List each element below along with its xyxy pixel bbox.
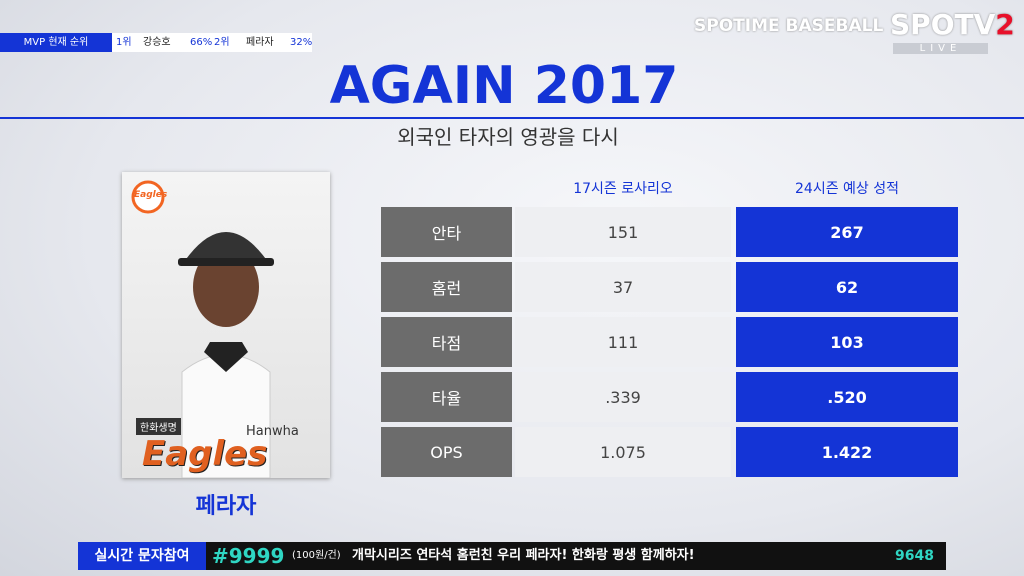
projected-value: 103 <box>736 317 958 367</box>
mvp-label: MVP 현재 순위 <box>0 33 112 52</box>
subtitle: 외국인 타자의 영광을 다시 <box>397 125 619 149</box>
mvp-name: 강승호 <box>143 37 171 48</box>
row-label: 타율 <box>381 372 512 422</box>
rosario-value: 1.075 <box>515 427 731 477</box>
rosario-value: 37 <box>515 262 731 312</box>
row-label: 타점 <box>381 317 512 367</box>
sms-count: 9648 <box>895 548 934 564</box>
row-label: 홈런 <box>381 262 512 312</box>
divider <box>0 117 1024 119</box>
mvp-name: 페라자 <box>246 37 274 48</box>
player-name: 페라자 <box>195 494 257 519</box>
player-card: Eagles 한화생명 Hanwha Eagles <box>122 172 330 479</box>
title: AGAIN 2017 <box>0 56 1024 116</box>
channel-name: SPOTV <box>890 8 996 41</box>
rosario-value: 111 <box>515 317 731 367</box>
row-label: 안타 <box>381 207 512 257</box>
sms-number: #9999 <box>212 544 285 568</box>
bottom-bar <box>78 542 946 570</box>
sms-price: (100원/건) <box>292 550 341 561</box>
team-logo: Eagles <box>142 434 268 474</box>
mvp-pct: 66% <box>190 37 213 48</box>
rank: 1위 <box>116 37 132 48</box>
program-name: SPOTIME BASEBALL <box>694 16 884 36</box>
projected-value: 1.422 <box>736 427 958 477</box>
rosario-value: .339 <box>515 372 731 422</box>
sponsor: 한화생명 <box>136 418 181 435</box>
projected-value: 267 <box>736 207 958 257</box>
channel-number: 2 <box>995 8 1015 41</box>
logo-text: Eagles <box>134 190 168 200</box>
sms-message: 개막시리즈 연타석 홈런친 우리 페라자! 한화랑 평생 함께하자! <box>352 548 695 563</box>
column-header: 17시즌 로사리오 <box>573 181 673 197</box>
mvp-pct: 32% <box>290 37 313 48</box>
sms-label: 실시간 문자참여 <box>78 542 206 570</box>
projected-value: 62 <box>736 262 958 312</box>
sponsor-en: Hanwha <box>246 424 299 439</box>
column-header: 24시즌 예상 성적 <box>795 181 899 197</box>
player-photo <box>131 180 274 479</box>
title-text: AGAIN 2017 <box>329 56 679 116</box>
projected-value: .520 <box>736 372 958 422</box>
rank: 2위 <box>214 37 230 48</box>
live-badge: LIVE <box>893 43 988 54</box>
channel: SPOTV2 <box>890 8 1015 41</box>
row-label: OPS <box>381 427 512 477</box>
rosario-value: 151 <box>515 207 731 257</box>
